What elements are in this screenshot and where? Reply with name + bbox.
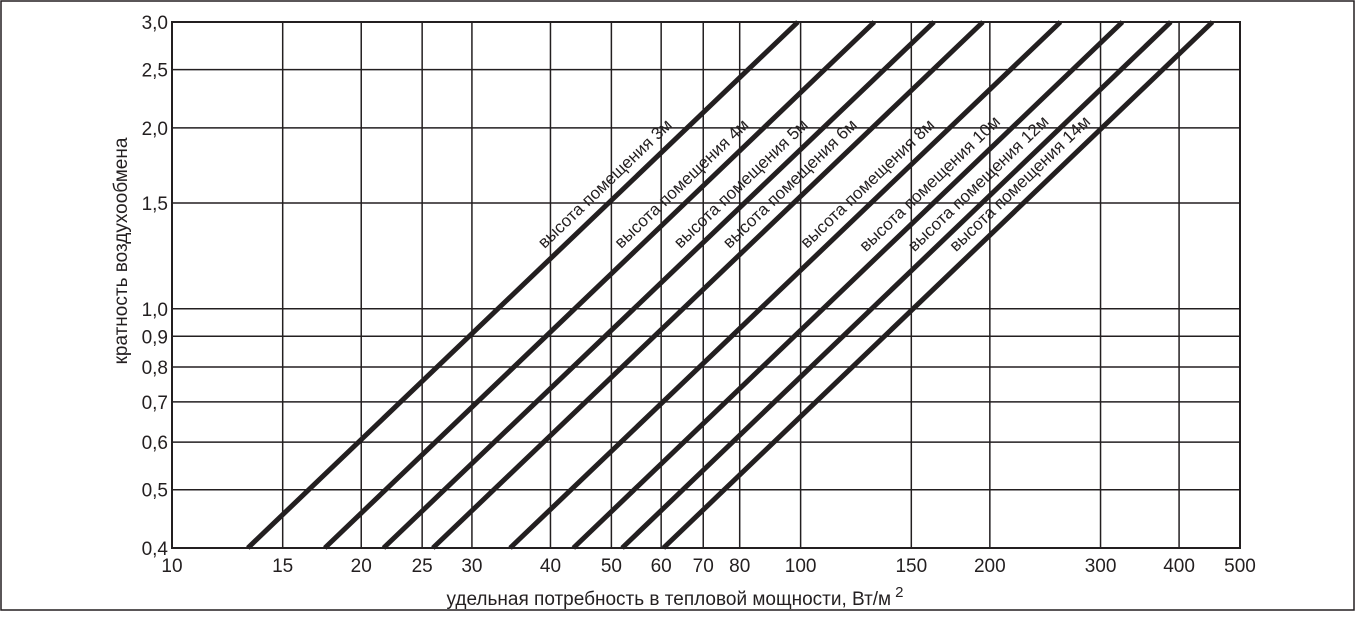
x-tick-label-15: 15 bbox=[272, 556, 293, 577]
series-line-4 bbox=[431, 20, 985, 550]
y-axis-title: кратность воздухообмена bbox=[111, 137, 132, 364]
series-line-5 bbox=[508, 20, 1063, 550]
x-tick-label-60: 60 bbox=[651, 556, 672, 577]
x-tick-label-40: 40 bbox=[540, 556, 561, 577]
x-tick-label-200: 200 bbox=[974, 556, 1006, 577]
x-tick-label-20: 20 bbox=[351, 556, 372, 577]
y-tick-label-2,0: 2,0 bbox=[142, 119, 168, 140]
x-tick-label-50: 50 bbox=[601, 556, 622, 577]
series-lines bbox=[246, 20, 1215, 550]
series-line-1 bbox=[246, 20, 800, 550]
x-tick-label-30: 30 bbox=[461, 556, 482, 577]
y-tick-label-0,7: 0,7 bbox=[142, 393, 168, 414]
y-tick-label-0,9: 0,9 bbox=[142, 327, 168, 348]
series-line-2 bbox=[323, 20, 877, 550]
x-tick-label-300: 300 bbox=[1085, 556, 1117, 577]
series-line-7 bbox=[620, 20, 1173, 550]
x-tick-label-80: 80 bbox=[729, 556, 750, 577]
x-tick-label-10: 10 bbox=[161, 556, 182, 577]
y-tick-label-3,0: 3,0 bbox=[142, 13, 168, 34]
x-gridlines bbox=[171, 22, 1241, 548]
series-line-3 bbox=[381, 20, 936, 550]
x-axis-title-text: удельная потребность в тепловой мощности… bbox=[447, 589, 892, 610]
y-tick-labels: 0,4 0,5 0,6 0,7 0,8 0,9 1,0 1,5 2,0 2,5 3,0 bbox=[142, 13, 169, 560]
plot-border bbox=[171, 21, 1241, 549]
y-tick-label-2,5: 2,5 bbox=[142, 61, 168, 82]
y-tick-label-0,4: 0,4 bbox=[142, 539, 169, 560]
series-line-6 bbox=[571, 20, 1125, 550]
x-tick-label-150: 150 bbox=[895, 556, 927, 577]
y-tick-label-0,8: 0,8 bbox=[142, 358, 168, 379]
series-line-8 bbox=[661, 20, 1215, 550]
x-tick-label-25: 25 bbox=[412, 556, 433, 577]
y-tick-label-0,5: 0,5 bbox=[142, 481, 168, 502]
y-tick-label-1,0: 1,0 bbox=[142, 300, 168, 321]
x-tick-label-100: 100 bbox=[785, 556, 817, 577]
x-tick-label-70: 70 bbox=[693, 556, 714, 577]
y-tick-label-1,5: 1,5 bbox=[142, 194, 168, 215]
y-tick-label-0,6: 0,6 bbox=[142, 433, 168, 454]
x-tick-labels: 10 15 20 25 30 40 50 60 70 80 100 150 200 300 400 500 bbox=[161, 556, 1255, 577]
x-tick-label-400: 400 bbox=[1163, 556, 1195, 577]
x-axis-title-superscript: 2 bbox=[895, 584, 903, 601]
x-tick-label-500: 500 bbox=[1224, 556, 1256, 577]
x-axis-title: удельная потребность в тепловой мощности… bbox=[447, 584, 904, 610]
